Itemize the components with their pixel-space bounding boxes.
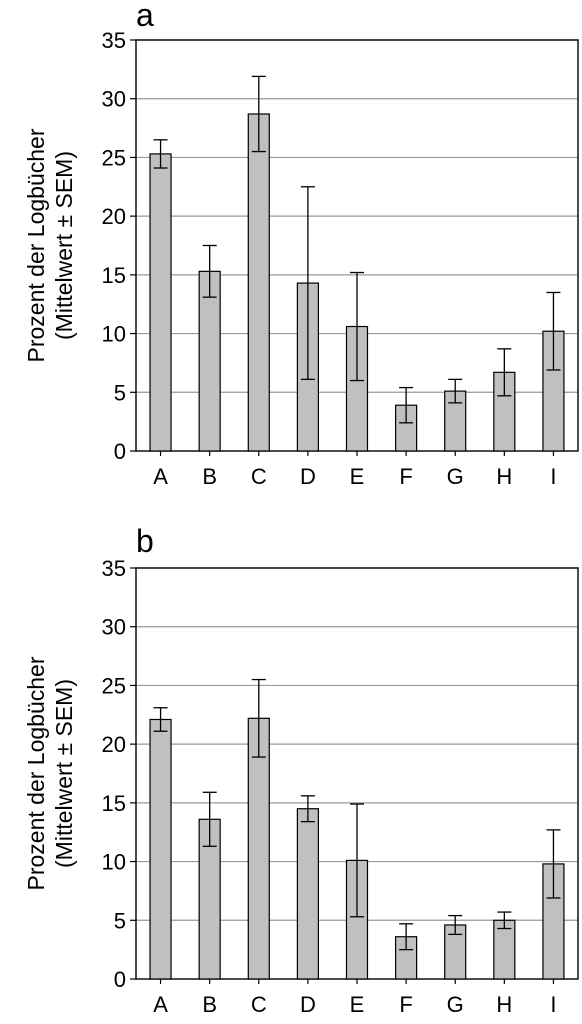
bar-D: [296, 808, 319, 980]
x-tick-label-F: F: [399, 464, 412, 489]
bar-B: [198, 270, 221, 452]
x-tick-label-G: G: [447, 464, 464, 489]
x-tick-label-H: H: [496, 464, 512, 489]
x-tick-label-C: C: [251, 464, 267, 489]
x-tick-label-G: G: [447, 992, 464, 1017]
y-tick-label: 5: [114, 380, 126, 405]
x-tick-label-D: D: [300, 464, 316, 489]
bar-C: [247, 113, 270, 452]
y-tick-label: 0: [114, 439, 126, 464]
y-tick-label: 35: [102, 556, 126, 581]
x-tick-label-E: E: [350, 992, 365, 1017]
y-tick-label: 0: [114, 967, 126, 992]
y-tick-label: 10: [102, 322, 126, 347]
y-tick-label: 20: [102, 732, 126, 757]
y-tick-label: 35: [102, 28, 126, 53]
bar-A: [149, 153, 172, 452]
y-tick-label: 15: [102, 791, 126, 816]
y-tick-label: 30: [102, 87, 126, 112]
y-tick-label: 25: [102, 673, 126, 698]
panel-label: a: [136, 0, 154, 33]
x-tick-label-B: B: [202, 464, 217, 489]
x-tick-label-C: C: [251, 992, 267, 1017]
chart-panel-b: b 0 5 10 15 20 25 30 35 Prozent der Logbücher (Mit…: [23, 523, 579, 1017]
panel-label: b: [136, 523, 154, 559]
bar-A: [149, 718, 172, 980]
y-axis-label-line2: (Mittelwert ± SEM): [51, 679, 77, 868]
y-axis-label: Prozent der Logbücher: [23, 656, 49, 890]
y-axis-label-line2: (Mittelwert ± SEM): [51, 151, 77, 340]
y-tick-label: 25: [102, 145, 126, 170]
x-tick-label-D: D: [300, 992, 316, 1017]
y-tick-label: 10: [102, 850, 126, 875]
x-tick-label-H: H: [496, 992, 512, 1017]
y-tick-label: 30: [102, 615, 126, 640]
chart-panel-a: a 0 5 10 15 20 25 30 35 Prozent der Logbücher (Mit…: [23, 0, 579, 489]
y-tick-label: 15: [102, 263, 126, 288]
y-axis-label: Prozent der Logbücher: [23, 128, 49, 362]
x-tick-label-B: B: [202, 992, 217, 1017]
x-tick-label-I: I: [550, 992, 556, 1017]
y-tick-label: 20: [102, 204, 126, 229]
y-tick-label: 5: [114, 908, 126, 933]
x-tick-label-A: A: [153, 992, 168, 1017]
x-tick-label-E: E: [350, 464, 365, 489]
x-tick-label-I: I: [550, 464, 556, 489]
x-tick-label-F: F: [399, 992, 412, 1017]
x-tick-label-A: A: [153, 464, 168, 489]
